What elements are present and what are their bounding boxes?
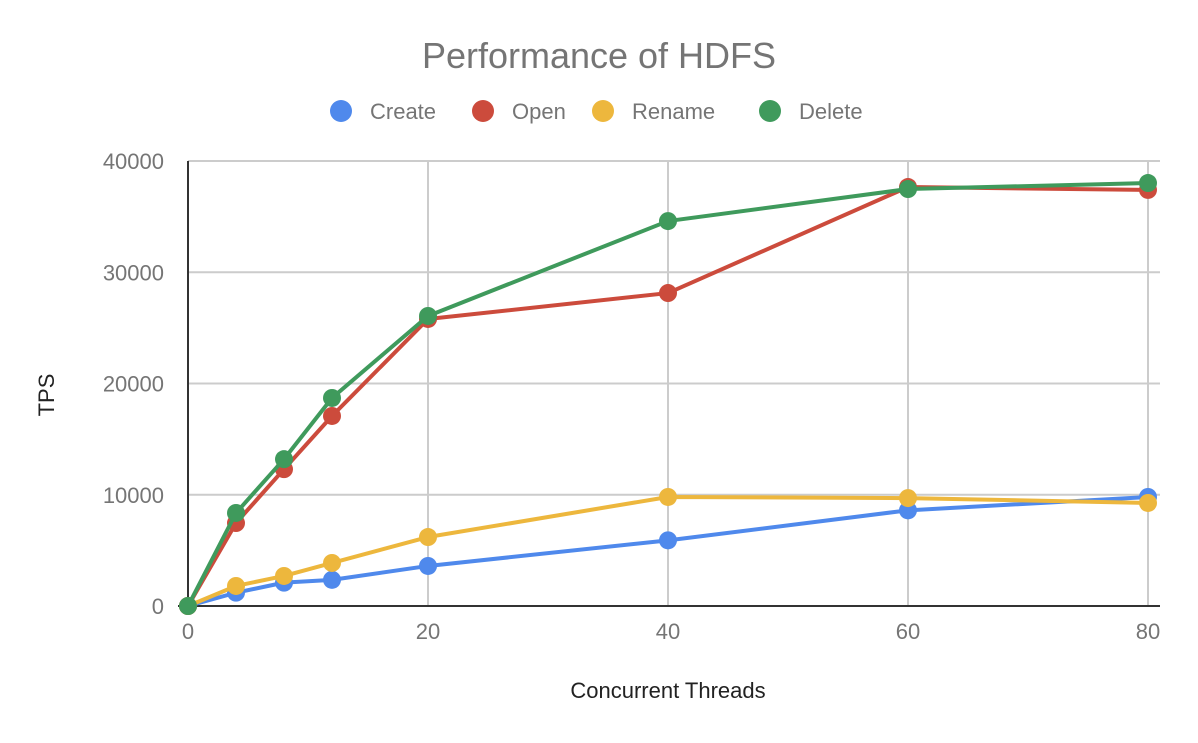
chart-title: Performance of HDFS xyxy=(422,35,776,76)
legend-marker xyxy=(759,100,781,122)
data-point xyxy=(419,556,437,575)
data-point xyxy=(659,284,677,303)
y-tick-label: 0 xyxy=(152,594,164,619)
legend-marker xyxy=(592,100,614,122)
legend-label: Rename xyxy=(632,99,715,124)
legend: Create Open Rename Delete xyxy=(330,99,863,124)
data-point xyxy=(275,566,293,585)
y-axis-label: TPS xyxy=(34,374,59,417)
x-tick-label: 80 xyxy=(1136,619,1160,644)
data-point xyxy=(323,406,341,425)
data-point xyxy=(179,597,197,615)
data-point xyxy=(1139,174,1157,193)
axes xyxy=(178,161,1160,607)
data-point xyxy=(899,180,917,199)
legend-label: Delete xyxy=(799,99,863,124)
legend-item-delete: Delete xyxy=(759,99,863,124)
data-point xyxy=(227,576,245,595)
y-tick-label: 30000 xyxy=(103,260,164,285)
y-tick-label: 10000 xyxy=(103,483,164,508)
x-tick-label: 60 xyxy=(896,619,920,644)
series-line xyxy=(186,181,1149,607)
series-delete xyxy=(179,174,1157,615)
data-point xyxy=(659,531,677,550)
data-point xyxy=(323,570,341,589)
legend-item-rename: Rename xyxy=(592,99,715,124)
data-point xyxy=(1139,493,1157,512)
y-tick-label: 20000 xyxy=(103,372,164,397)
data-point xyxy=(659,212,677,231)
x-tick-label: 20 xyxy=(416,619,440,644)
x-axis-label: Concurrent Threads xyxy=(570,678,765,703)
data-point xyxy=(899,489,917,508)
legend-item-open: Open xyxy=(472,99,566,124)
legend-label: Create xyxy=(370,99,436,124)
x-tick-label: 0 xyxy=(182,619,194,644)
tick-labels: 0 10000 20000 30000 40000 0 20 40 60 80 xyxy=(103,149,1160,644)
data-point xyxy=(275,450,293,469)
legend-label: Open xyxy=(512,99,566,124)
series-group xyxy=(179,174,1157,615)
x-tick-label: 40 xyxy=(656,619,680,644)
legend-item-create: Create xyxy=(330,99,436,124)
data-point xyxy=(419,306,437,325)
legend-marker xyxy=(472,100,494,122)
legend-marker xyxy=(330,100,352,122)
y-tick-label: 40000 xyxy=(103,149,164,174)
data-point xyxy=(323,388,341,407)
data-point xyxy=(419,528,437,547)
data-point xyxy=(659,487,677,506)
data-point xyxy=(323,553,341,572)
data-point xyxy=(227,503,245,522)
